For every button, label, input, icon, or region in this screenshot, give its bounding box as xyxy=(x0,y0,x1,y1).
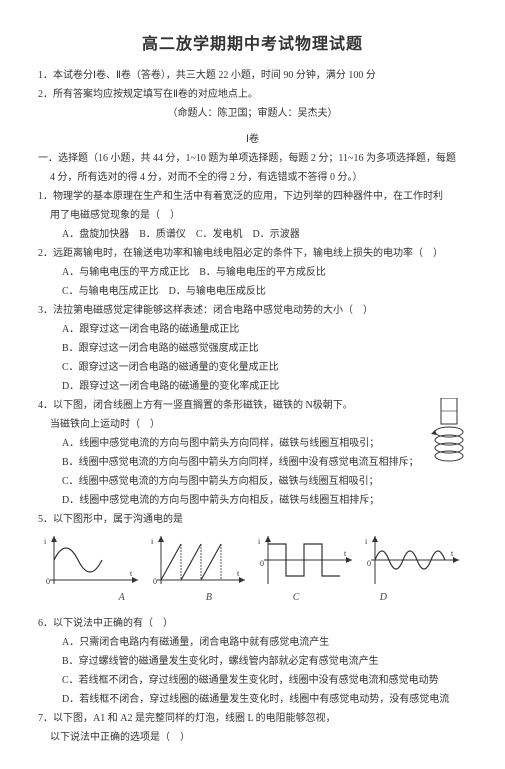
svg-text:i: i xyxy=(258,537,261,546)
wave-label-a: A xyxy=(78,592,165,603)
svg-text:t: t xyxy=(237,569,240,578)
q3-opt-c: C．跟穿过这一闭合电路的磁通量的变化量成正比 xyxy=(38,360,467,376)
waveform-c: i 0 t xyxy=(256,532,356,588)
q3-opt-a: A．跟穿过这一闭合电路的磁通量成正比 xyxy=(38,322,467,338)
svg-text:i: i xyxy=(365,537,368,546)
q7-stem-a: 7．以下图，A1 和 A2 是完整同样的灯泡，线圈 L 的电阻能够忽视， xyxy=(38,711,467,727)
header-authors: （命题人：陈卫国；审题人：吴杰夫） xyxy=(38,106,467,122)
q2-stem: 2．远距离输电时，在输送电功率和输电线电阻必定的条件下，输电线上损失的电功率（ … xyxy=(38,246,467,262)
q1-stem-a: 1．物理学的基本原理在生产和生活中有着宽泛的应用，下边列举的四种器件中，在工作时… xyxy=(38,189,467,205)
header-line-2: 2．所有答案均应按规定填写在Ⅱ卷的对应地点上。 xyxy=(38,87,467,103)
waveform-d: i 0 t xyxy=(363,532,463,588)
waveform-a: i 0 t xyxy=(42,532,142,588)
svg-text:i: i xyxy=(44,537,47,546)
q3-opt-b: B．跟穿过这一闭合电路的磁感觉强度成正比 xyxy=(38,341,467,357)
wave-label-b: B xyxy=(165,592,252,603)
q7-stem-b: 以下说法中正确的选项是（ ） xyxy=(38,730,467,746)
svg-text:i: i xyxy=(151,537,154,546)
q1-stem-b: 用了电磁感觉现象的是（ ） xyxy=(38,208,467,224)
magnet-coil-figure xyxy=(427,398,473,488)
waveform-b: i 0 t xyxy=(149,532,249,588)
waveform-labels: A B C D xyxy=(38,590,467,603)
q3-opt-d: D．跟穿过这一闭合电路的磁通量的变化率成正比 xyxy=(38,379,467,395)
q5-stem: 5．以下图形中，属于沟通电的是 xyxy=(38,512,467,528)
q2-opt-ab: A．与输电电压的平方成正比 B．与输电电压的平方成反比 xyxy=(38,265,467,281)
q4-opt-c: C．线圈中感觉电流的方向与图中箭头方向相反，磁铁与线圈互相吸引； xyxy=(38,474,467,490)
q4-opt-d: D．线圈中感觉电流的方向与图中箭头方向相反，磁铁与线圈互相排斥； xyxy=(38,493,467,509)
q6-opt-d: D．若线框不闭合，穿过线圈的磁通量发生变化时，线圈中有感觉电动势，没有感觉电流 xyxy=(38,692,467,708)
q6-opt-a: A．只需闭合电路内有磁通量，闭合电路中就有感觉电流产生 xyxy=(38,635,467,651)
q1-options: A．盘旋加快器 B．质谱仪 C．发电机 D．示波器 xyxy=(38,227,467,243)
svg-text:t: t xyxy=(344,549,347,558)
svg-text:0: 0 xyxy=(153,577,157,586)
q4-opt-b: B．线圈中感觉电流的方向与图中箭头方向同样，线圈中没有感觉电流互相排斥； xyxy=(38,455,467,471)
header-line-1: 1．本试卷分Ⅰ卷、Ⅱ卷（答卷），共三大题 22 小题，时间 90 分钟，满分 1… xyxy=(38,68,467,84)
q4-stem-b: 当磁铁向上运动时（ ） xyxy=(38,417,467,433)
section1-header-a: 一．选择题（16 小题，共 44 分，1~10 题为单项选择题，每题 2 分；1… xyxy=(38,151,467,167)
section1-header-b: 4 分，所有选对的得 4 分，对而不全的得 2 分，有选错或不答得 0 分。） xyxy=(38,170,467,186)
q3-stem: 3．法拉第电磁感觉定律能够这样表述：闭合电路中感觉电动势的大小（ ） xyxy=(38,303,467,319)
q6-opt-b: B．穿过螺线管的磁通量发生变化时，螺线管内部就必定有感觉电流产生 xyxy=(38,654,467,670)
svg-text:t: t xyxy=(130,569,133,578)
wave-label-d: D xyxy=(340,592,427,603)
q6-opt-c: C．若线框不闭合，穿过线圈的磁通量发生变化时，线圈中没有感觉电流和感觉电动势 xyxy=(38,673,467,689)
page-title: 高二放学期期中考试物理试题 xyxy=(38,30,467,54)
waveform-row: i 0 t i 0 t xyxy=(38,532,467,588)
wave-label-c: C xyxy=(253,592,340,603)
svg-text:0: 0 xyxy=(46,577,50,586)
svg-text:0: 0 xyxy=(260,559,264,568)
q4-stem-a: 4．以下图，闭合线圈上方有一竖直搁置的条形磁铁，磁铁的 N极朝下。 xyxy=(38,398,467,414)
q2-opt-cd: C．与输电电压成正比 D．与输电电压成反比 xyxy=(38,284,467,300)
svg-text:t: t xyxy=(451,549,454,558)
q4-opt-a: A．线圈中感觉电流的方向与图中箭头方向同样，磁铁与线圈互相吸引； xyxy=(38,436,467,452)
svg-text:0: 0 xyxy=(367,559,371,568)
volume-1-label: Ⅰ卷 xyxy=(38,130,467,145)
q6-stem: 6．以下说法中正确的有（ ） xyxy=(38,616,467,632)
